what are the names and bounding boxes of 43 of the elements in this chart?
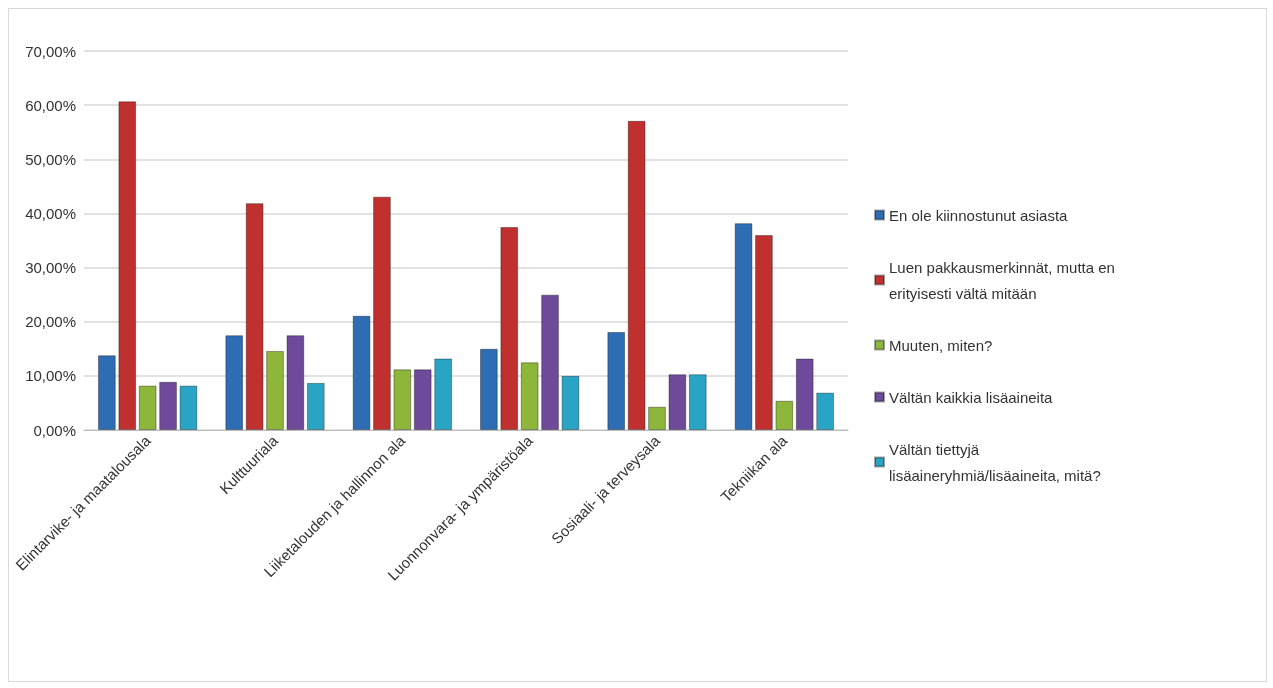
bar: [688, 374, 707, 430]
bar: [755, 235, 773, 430]
y-tick-label: 50,00%: [25, 150, 76, 168]
bar: [561, 375, 580, 430]
bar: [179, 385, 198, 430]
bar: [816, 392, 834, 430]
legend-label: Muuten, miten?: [889, 336, 993, 354]
bar: [286, 335, 305, 430]
y-tick-label: 70,00%: [25, 42, 76, 60]
bar: [648, 406, 666, 430]
legend-label: Luen pakkausmerkinnät, mutta en erityisesti vältä mitään: [889, 258, 1115, 302]
bar: [775, 400, 794, 430]
bar: [607, 332, 626, 430]
bar: [500, 226, 519, 430]
bar: [266, 350, 284, 430]
bar: [159, 381, 177, 430]
bar: [393, 369, 412, 430]
bar: [795, 358, 814, 430]
y-tick-label: 0,00%: [33, 421, 76, 439]
legend-label: En ole kiinnostunut asiasta: [889, 206, 1069, 224]
bar: [138, 385, 157, 430]
bar: [541, 294, 559, 430]
bar: [627, 120, 646, 430]
bar: [225, 335, 244, 430]
y-tick-label: 40,00%: [25, 204, 76, 222]
bar: [118, 101, 137, 430]
legend-label: Vältän kaikkia lisäaineita: [889, 388, 1054, 406]
bar: [480, 348, 498, 430]
y-tick-label: 30,00%: [25, 259, 76, 277]
bar: [520, 362, 539, 430]
bar: [373, 196, 391, 430]
bar: [668, 374, 687, 430]
bar: [734, 223, 753, 430]
bar: [306, 382, 325, 430]
bar: [434, 358, 452, 430]
y-tick-label: 20,00%: [25, 313, 76, 331]
bar: [98, 355, 116, 430]
y-tick-label: 10,00%: [25, 367, 76, 385]
bar: [413, 369, 432, 430]
legend-label: Vältän tiettyjä lisäaineryhmiä/lisäaineita, mitä?: [889, 440, 1101, 484]
bar: [352, 315, 371, 430]
bar: [245, 203, 264, 430]
y-tick-label: 60,00%: [25, 96, 76, 114]
